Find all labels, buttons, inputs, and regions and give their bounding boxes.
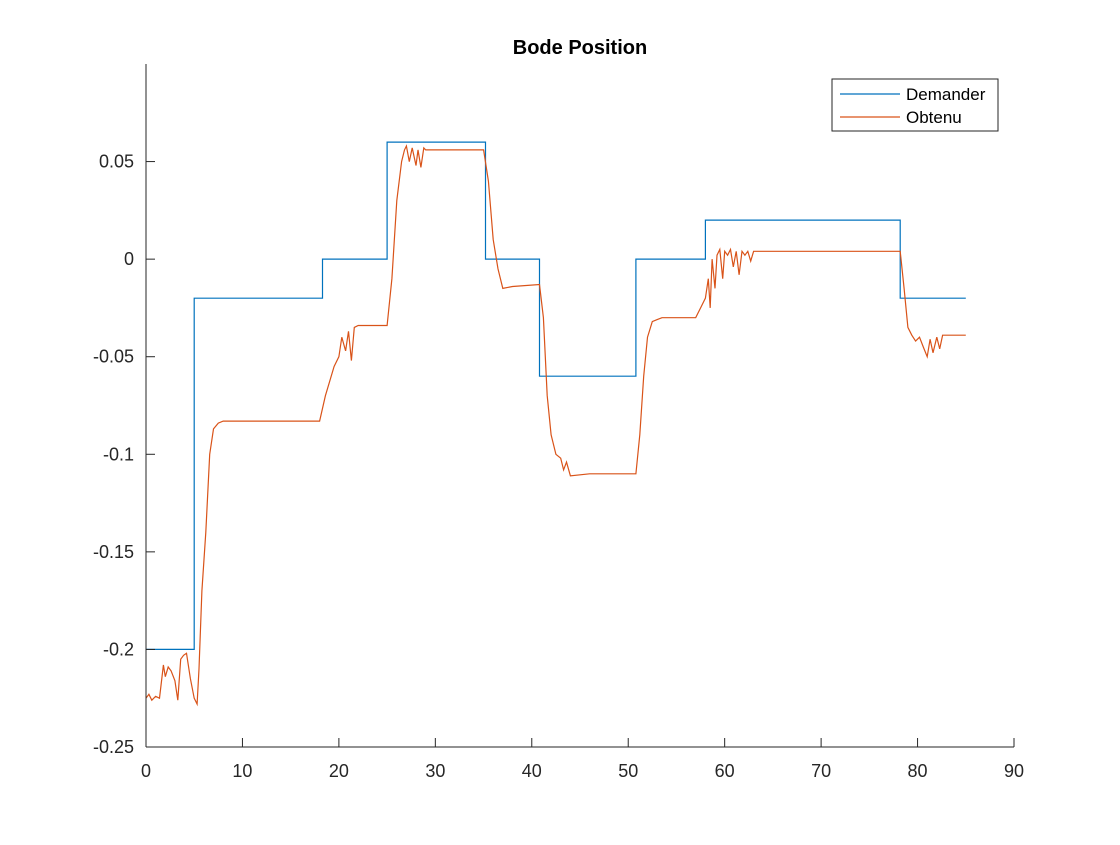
y-tick-label: -0.15: [93, 542, 134, 562]
legend-label-obtenu: Obtenu: [906, 108, 962, 127]
y-tick-label: -0.05: [93, 347, 134, 367]
chart-title: Bode Position: [513, 37, 647, 59]
x-axis-ticks: 0 10 20 30 40 50 60 70 80 90: [141, 738, 1024, 781]
x-tick-label: 0: [141, 761, 151, 781]
y-tick-label: -0.25: [93, 737, 134, 757]
y-tick-label: 0: [124, 249, 134, 269]
series-line-obtenu: [145, 144, 966, 707]
x-tick-label: 20: [329, 761, 349, 781]
y-axis-ticks: -0.25 -0.2 -0.15 -0.1 -0.05 0 0.05: [93, 152, 155, 757]
x-tick-label: 90: [1004, 761, 1024, 781]
x-tick-label: 50: [618, 761, 638, 781]
x-tick-label: 30: [425, 761, 445, 781]
legend-label-demander: Demander: [906, 85, 986, 104]
x-tick-label: 40: [522, 761, 542, 781]
x-tick-label: 60: [715, 761, 735, 781]
legend: Demander Obtenu: [831, 78, 999, 132]
y-tick-label: -0.2: [103, 639, 134, 659]
x-tick-label: 10: [232, 761, 252, 781]
series-layer: [145, 141, 966, 707]
plot-area: 0 10 20 30 40 50 60 70 80 90 -0.25-0.2-0.15-0.1-0…: [93, 64, 1024, 781]
y-tick-label: -0.1: [103, 444, 134, 464]
legend-box: [831, 78, 999, 132]
x-tick-label: 70: [811, 761, 831, 781]
y-tick-label: 0.05: [99, 152, 134, 172]
x-tick-label: 80: [908, 761, 928, 781]
series-line-demander: [146, 141, 966, 651]
